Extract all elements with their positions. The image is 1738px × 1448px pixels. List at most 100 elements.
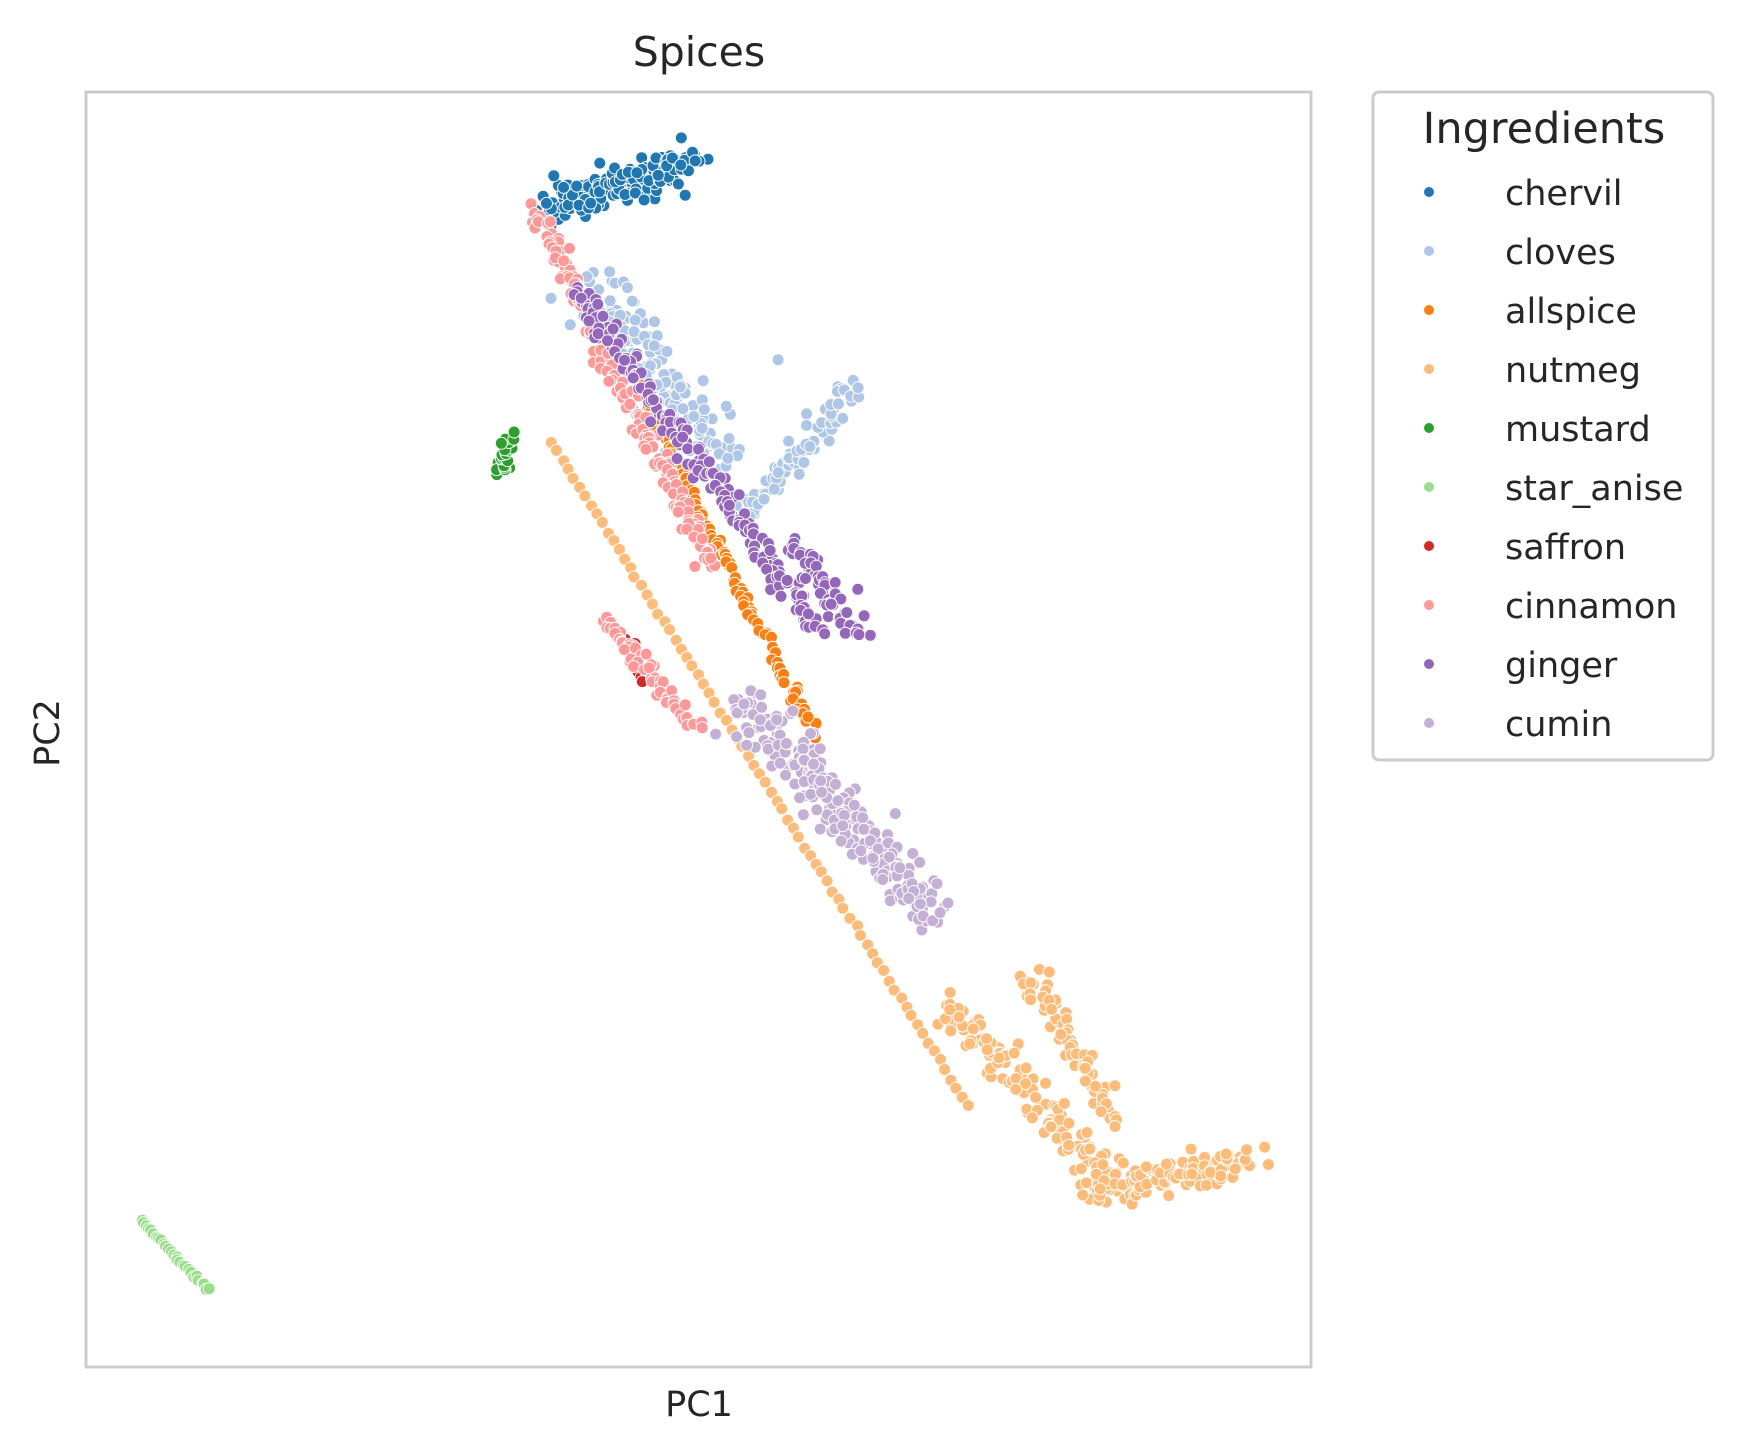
legend-item-star_anise: star_anise [1423,469,1683,509]
point-nutmeg [1214,1169,1228,1183]
point-nutmeg [758,775,772,789]
point-nutmeg [1062,1138,1076,1152]
point-cumin [893,861,907,875]
point-nutmeg [1007,1046,1021,1060]
point-cinnamon [642,661,656,675]
point-nutmeg [1078,1074,1092,1088]
point-ginger [644,415,658,429]
point-cumin [753,713,767,727]
point-cloves [647,339,661,353]
point-nutmeg [1228,1162,1242,1176]
point-cinnamon [557,254,571,268]
point-nutmeg [943,1003,957,1017]
point-cloves [603,265,617,279]
point-chervil [651,168,665,182]
point-cloves [695,421,709,435]
legend-frame [1371,90,1715,762]
point-nutmeg [663,623,676,637]
point-nutmeg [627,570,641,584]
point-nutmeg [1184,1142,1198,1156]
point-nutmeg [1039,1076,1052,1090]
point-chervil [678,188,692,202]
point-ginger [838,626,852,640]
point-ginger [840,606,854,619]
point-nutmeg [578,489,592,503]
point-ginger [722,498,736,512]
point-cloves [800,418,813,432]
point-nutmeg [1024,976,1038,990]
point-nutmeg [635,578,648,592]
point-ginger [618,353,631,367]
point-cloves [544,291,558,305]
point-cumin [730,706,744,720]
point-cloves [771,353,785,367]
point-nutmeg [1094,1105,1108,1119]
point-chervil [671,177,685,191]
point-cloves [721,451,735,465]
point-ginger [676,430,690,444]
point-nutmeg [1093,1182,1107,1196]
point-nutmeg [938,1063,952,1076]
point-cumin [831,794,845,808]
point-cinnamon [563,241,576,255]
point-chervil [557,180,571,194]
x-axis-label: PC1 [665,1385,733,1425]
point-nutmeg [952,1010,966,1024]
point-nutmeg [980,1032,994,1046]
point-nutmeg [1261,1158,1275,1171]
point-nutmeg [1108,1079,1122,1093]
y-axis-label: PC2 [28,699,68,767]
point-nutmeg [645,597,659,611]
point-cumin [770,713,784,727]
point-nutmeg [791,830,805,844]
legend-item-cumin: cumin [1423,705,1612,745]
point-cumin [740,738,754,752]
point-cloves [625,294,639,308]
legend-label-nutmeg: nutmeg [1505,351,1641,391]
point-ginger [774,589,788,603]
point-cumin [796,742,810,756]
legend-item-mustard: mustard [1423,410,1651,450]
point-nutmeg [1080,1126,1094,1139]
point-cloves [851,381,865,395]
point-chervil [688,154,702,168]
point-cinnamon [639,647,653,661]
point-nutmeg [1080,1176,1093,1190]
point-nutmeg [1019,1061,1033,1075]
point-ginger [799,572,812,585]
legend-item-ginger: ginger [1423,646,1618,686]
point-nutmeg [961,1099,975,1112]
point-cloves [697,403,711,416]
point-nutmeg [820,874,834,888]
point-cloves [696,374,710,388]
legend-label-cinnamon: cinnamon [1505,587,1677,627]
point-cumin [810,803,824,817]
point-nutmeg [1162,1189,1176,1203]
point-cloves [603,294,617,308]
point-cloves [676,402,690,416]
point-cumin [847,798,861,812]
point-nutmeg [595,515,609,529]
plot-frame [84,90,1313,1369]
legend-title: Ingredients [1423,104,1666,154]
point-cumin [813,742,827,756]
point-mustard [507,425,521,439]
point-chervil [584,196,598,210]
point-cumin [804,787,818,801]
legend-label-chervil: chervil [1505,174,1623,214]
legend-item-saffron: saffron [1423,528,1626,568]
legend-marker-star_anise [1423,481,1435,493]
point-ginger [821,610,835,624]
legend-marker-cinnamon [1423,599,1435,611]
point-ginger [681,442,695,456]
point-allspice [801,710,815,724]
legend-item-cloves: cloves [1423,233,1616,273]
legend-label-saffron: saffron [1505,528,1626,568]
point-nutmeg [1042,965,1056,979]
point-cloves [757,492,771,506]
point-nutmeg [1057,1097,1071,1110]
point-ginger [582,314,596,328]
point-ginger [692,442,705,456]
legend-marker-nutmeg [1423,363,1435,375]
legend-label-star_anise: star_anise [1505,469,1683,509]
